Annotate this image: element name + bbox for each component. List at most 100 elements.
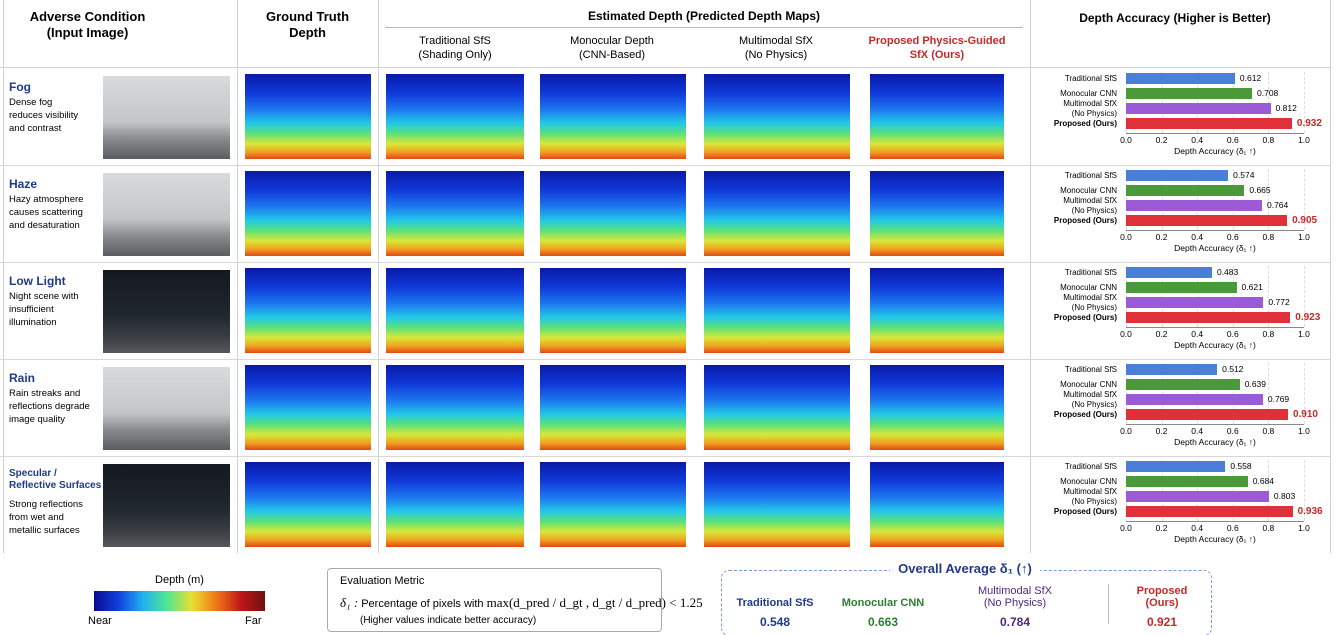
x-tick-label: 0.6 [1218, 135, 1248, 145]
x-tick-label: 0.0 [1111, 426, 1141, 436]
value-label: 0.665 [1249, 185, 1270, 196]
x-tick-label: 1.0 [1289, 232, 1319, 242]
metric-symbol: δ₁ : [340, 595, 358, 610]
category-label: Multimodal SfX (No Physics) [1040, 390, 1117, 410]
depth-map [386, 365, 524, 450]
header-accuracy: Depth Accuracy (Higher is Better) [1030, 11, 1320, 25]
x-tick-label: 0.4 [1182, 329, 1212, 339]
overall-value: 0.663 [843, 615, 923, 629]
category-label: Monocular CNN [1040, 185, 1117, 196]
x-tick-label: 0.8 [1253, 426, 1283, 436]
category-label: Traditional SfS [1040, 364, 1117, 375]
category-label: Traditional SfS [1040, 73, 1117, 84]
bar [1126, 476, 1248, 487]
bar [1126, 312, 1290, 323]
category-label: Traditional SfS [1040, 170, 1117, 181]
header-ground-truth: Ground Truth Depth [237, 9, 378, 41]
depth-map [540, 171, 686, 256]
bar [1126, 185, 1244, 196]
category-label: Proposed (Ours) [1040, 409, 1117, 420]
method-header: Monocular Depth (CNN-Based) [532, 34, 692, 62]
category-label: Monocular CNN [1040, 379, 1117, 390]
bar [1126, 267, 1212, 278]
value-label: 0.772 [1268, 297, 1289, 308]
bar [1126, 282, 1237, 293]
x-tick-label: 0.2 [1147, 523, 1177, 533]
depth-map [870, 462, 1004, 547]
depth-map [386, 268, 524, 353]
column-divider [3, 0, 4, 553]
category-label: Monocular CNN [1040, 88, 1117, 99]
overall-value: 0.784 [975, 615, 1055, 629]
condition-description: Night scene with insufficient illuminati… [9, 290, 104, 329]
x-tick-label: 0.6 [1218, 523, 1248, 533]
x-axis [1126, 424, 1304, 425]
condition-description: Strong reflections from wet and metallic… [9, 498, 104, 537]
depth-map [386, 74, 524, 159]
x-axis [1126, 521, 1304, 522]
bar [1126, 409, 1288, 420]
category-label: Multimodal SfX (No Physics) [1040, 99, 1117, 119]
x-tick-label: 0.6 [1218, 232, 1248, 242]
category-label: Traditional SfS [1040, 461, 1117, 472]
category-label: Multimodal SfX (No Physics) [1040, 487, 1117, 507]
x-tick-label: 0.8 [1253, 523, 1283, 533]
header-estimated: Estimated Depth (Predicted Depth Maps) [378, 9, 1030, 23]
row-divider [0, 262, 1330, 263]
depth-map [245, 74, 371, 159]
category-label: Monocular CNN [1040, 476, 1117, 487]
x-tick-label: 0.4 [1182, 135, 1212, 145]
colorbar-title: Depth (m) [94, 574, 265, 586]
depth-map [245, 171, 371, 256]
condition-description: Rain streaks and reflections degrade ima… [9, 387, 104, 426]
column-divider [378, 0, 379, 553]
condition-name: Fog [9, 80, 104, 94]
value-label: 0.612 [1240, 73, 1261, 84]
bar [1126, 73, 1235, 84]
x-tick-label: 0.0 [1111, 135, 1141, 145]
depth-map [386, 171, 524, 256]
column-divider [1030, 0, 1031, 553]
depth-map [704, 74, 850, 159]
depth-map [870, 268, 1004, 353]
bar [1126, 379, 1240, 390]
bar [1126, 88, 1252, 99]
value-label: 0.764 [1267, 200, 1288, 211]
row-divider [0, 359, 1330, 360]
value-label: 0.936 [1298, 506, 1323, 517]
category-label: Monocular CNN [1040, 282, 1117, 293]
x-axis-label: Depth Accuracy (δ₁ ↑) [1126, 340, 1304, 350]
value-label: 0.684 [1253, 476, 1274, 487]
metric-title: Evaluation Metric [340, 575, 424, 587]
category-label: Multimodal SfX (No Physics) [1040, 293, 1117, 313]
column-divider [1330, 0, 1331, 553]
depth-map [386, 462, 524, 547]
condition-name: Haze [9, 177, 104, 191]
header-rule [385, 27, 1023, 28]
depth-map [245, 462, 371, 547]
overall-name: Multimodal SfX (No Physics) [945, 585, 1085, 609]
category-label: Proposed (Ours) [1040, 118, 1117, 129]
depth-map [870, 365, 1004, 450]
x-tick-label: 0.8 [1253, 329, 1283, 339]
x-tick-label: 1.0 [1289, 426, 1319, 436]
x-tick-label: 0.0 [1111, 329, 1141, 339]
depth-map [540, 74, 686, 159]
category-label: Proposed (Ours) [1040, 506, 1117, 517]
method-header: Traditional SfS (Shading Only) [375, 34, 535, 62]
value-label: 0.812 [1276, 103, 1297, 114]
metric-note: (Higher values indicate better accuracy) [360, 615, 536, 626]
bar [1126, 297, 1263, 308]
value-label: 0.803 [1274, 491, 1295, 502]
metric-formula: max(d_pred / d_gt , d_gt / d_pred) < 1.2… [487, 595, 703, 610]
category-label: Multimodal SfX (No Physics) [1040, 196, 1117, 216]
condition-name: Rain [9, 371, 104, 385]
x-axis [1126, 327, 1304, 328]
category-label: Proposed (Ours) [1040, 312, 1117, 323]
overall-title: Overall Average δ₁ (↑) [890, 561, 1040, 576]
overall-name: Proposed (Ours) [1092, 585, 1232, 609]
category-label: Proposed (Ours) [1040, 215, 1117, 226]
bar [1126, 170, 1228, 181]
bar [1126, 200, 1262, 211]
x-axis [1126, 230, 1304, 231]
